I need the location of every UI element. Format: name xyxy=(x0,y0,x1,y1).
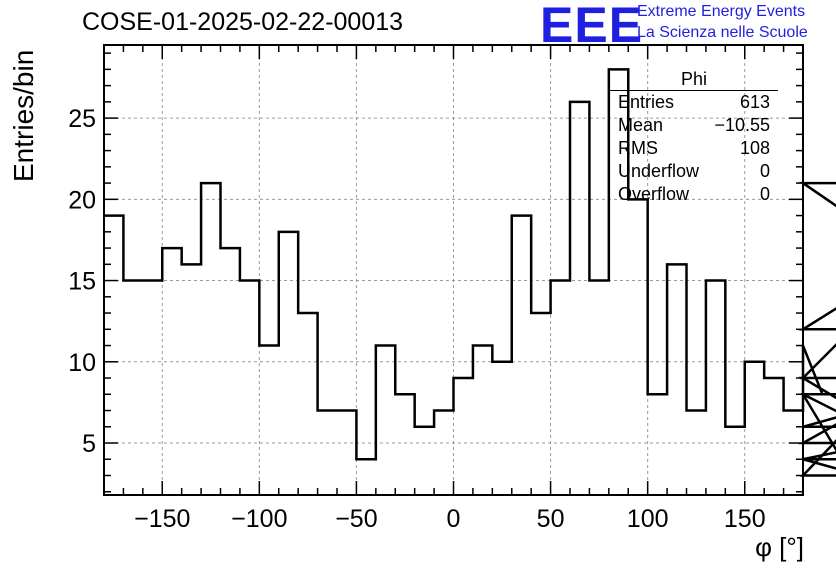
y-tick-label: 25 xyxy=(68,105,96,133)
stats-label: Overflow xyxy=(618,184,690,204)
x-tick-label: −100 xyxy=(231,505,287,533)
stats-value: 0 xyxy=(759,161,770,181)
stats-row-mean: Mean −10.55 xyxy=(610,114,778,137)
logo-line-2: La Scienza nelle Scuole xyxy=(637,24,808,41)
stats-value: −10.55 xyxy=(714,115,770,135)
stats-value: 0 xyxy=(759,184,770,204)
x-axis-label: φ [°] xyxy=(755,532,804,562)
stats-label: Mean xyxy=(618,115,664,135)
y-tick-label: 5 xyxy=(82,430,96,458)
axis-ticks xyxy=(103,45,804,495)
x-tick-label: −50 xyxy=(335,505,377,533)
stats-label: Entries xyxy=(618,92,675,112)
x-tick-label: 50 xyxy=(537,505,565,533)
y-tick-label: 15 xyxy=(68,268,96,296)
stats-label: Underflow xyxy=(618,161,700,181)
stats-row-entries: Entries 613 xyxy=(610,91,778,114)
stats-box: Phi Entries 613 Mean −10.55 RMS 108 Unde… xyxy=(610,68,778,206)
x-tick-label: 150 xyxy=(724,505,766,533)
stats-value: 108 xyxy=(739,138,770,158)
eee-logo: EEE xyxy=(540,0,644,53)
y-tick-label: 10 xyxy=(68,349,96,377)
tick-labels: −150 −100 −50 0 50 100 150 5 10 15 20 25 xyxy=(68,105,765,533)
stats-title: Phi xyxy=(610,68,778,91)
y-axis-label: Entries/bin xyxy=(8,49,39,182)
y-tick-label: 20 xyxy=(68,186,96,214)
stats-value: 613 xyxy=(739,92,770,112)
stats-row-overflow: Overflow 0 xyxy=(610,183,778,206)
stats-label: RMS xyxy=(618,138,658,158)
x-tick-label: 100 xyxy=(627,505,669,533)
chart-title: COSE-01-2025-02-22-00013 xyxy=(82,8,404,36)
x-tick-label: 0 xyxy=(447,505,461,533)
x-tick-label: −150 xyxy=(134,505,190,533)
stats-row-underflow: Underflow 0 xyxy=(610,160,778,183)
stats-row-rms: RMS 108 xyxy=(610,137,778,160)
histogram-series xyxy=(104,68,836,477)
logo-line-1: Extreme Energy Events xyxy=(637,3,806,20)
